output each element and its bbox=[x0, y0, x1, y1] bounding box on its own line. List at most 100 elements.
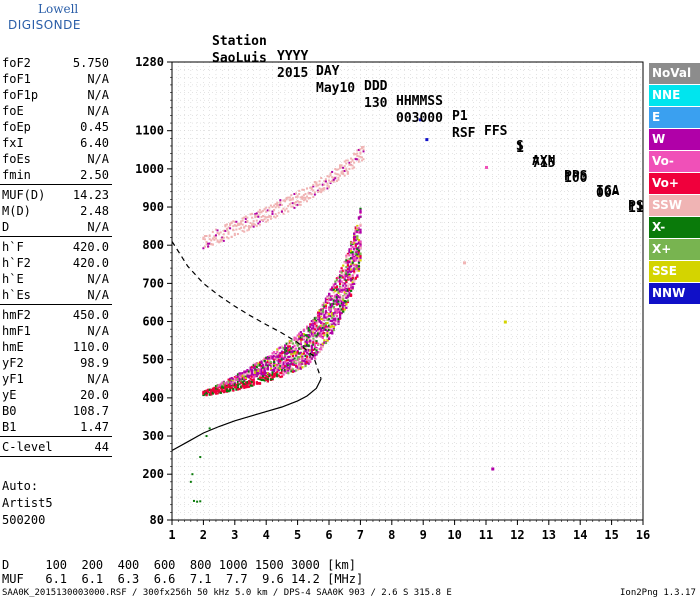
echo-point bbox=[291, 358, 295, 361]
echo-point bbox=[317, 316, 320, 319]
echo-point bbox=[343, 271, 346, 274]
echo-point bbox=[225, 236, 228, 239]
echo-point bbox=[240, 222, 243, 225]
header-value: 00- bbox=[596, 186, 620, 201]
echo-point bbox=[331, 323, 334, 326]
echo-point bbox=[357, 241, 361, 245]
echo-point bbox=[265, 374, 268, 378]
echo-point bbox=[353, 242, 356, 245]
echo-point bbox=[296, 349, 299, 353]
echo-point bbox=[216, 240, 219, 243]
echo-point bbox=[334, 320, 337, 323]
echo-point bbox=[331, 314, 334, 317]
echo-point bbox=[351, 269, 354, 273]
echo-point bbox=[348, 287, 351, 290]
echo-point bbox=[249, 372, 252, 375]
header-label: DDD bbox=[364, 79, 388, 94]
echo-point bbox=[337, 291, 340, 294]
echo-point bbox=[359, 210, 362, 213]
echo-point bbox=[287, 362, 290, 365]
echo-point bbox=[346, 286, 350, 290]
echo-point bbox=[273, 204, 276, 207]
echo-point bbox=[274, 206, 277, 209]
echo-point bbox=[293, 336, 296, 339]
echo-point bbox=[349, 279, 353, 282]
echo-point bbox=[291, 363, 295, 366]
echo-point bbox=[202, 392, 205, 395]
echo-point bbox=[273, 362, 276, 365]
echo-point bbox=[310, 333, 313, 336]
echo-point bbox=[293, 350, 296, 354]
echo-point bbox=[246, 385, 249, 388]
echo-point bbox=[225, 223, 228, 226]
echo-point bbox=[287, 358, 290, 362]
echo-point bbox=[251, 371, 254, 374]
echo-point bbox=[357, 263, 361, 267]
echo-point bbox=[334, 294, 337, 297]
echo-point bbox=[211, 237, 214, 240]
echo-point bbox=[295, 203, 298, 206]
echo-point bbox=[301, 333, 304, 337]
echo-point bbox=[290, 370, 293, 373]
echo-point bbox=[258, 381, 262, 385]
echo-point bbox=[328, 185, 330, 188]
param-row: B1 1.47 bbox=[0, 419, 112, 435]
echo-point bbox=[225, 388, 229, 391]
echo-point bbox=[269, 378, 273, 381]
echo-point bbox=[328, 325, 331, 329]
echo-point bbox=[284, 368, 287, 372]
echo-point bbox=[342, 282, 345, 285]
echo-point bbox=[356, 275, 359, 278]
echo-point bbox=[310, 348, 313, 351]
echo-point bbox=[306, 336, 309, 340]
echo-point bbox=[359, 215, 362, 218]
echo-point bbox=[357, 249, 361, 252]
echo-point bbox=[321, 330, 324, 333]
echo-point bbox=[241, 374, 244, 377]
echo-point bbox=[337, 290, 340, 293]
echo-point bbox=[249, 373, 252, 376]
echo-point bbox=[351, 277, 354, 280]
echo-point bbox=[343, 165, 346, 168]
param-value: 20.0 bbox=[80, 388, 109, 402]
echo-point bbox=[309, 323, 312, 326]
echo-point bbox=[233, 377, 236, 380]
echo-point bbox=[218, 233, 221, 236]
echo-point bbox=[268, 359, 271, 362]
echo-point bbox=[213, 238, 216, 241]
echo-point bbox=[351, 287, 354, 290]
echo-point bbox=[233, 376, 236, 379]
echo-point bbox=[307, 192, 310, 195]
header-label: Station bbox=[212, 34, 267, 49]
echo-point bbox=[320, 311, 323, 314]
echo-point bbox=[312, 337, 315, 340]
echo-point bbox=[313, 357, 317, 360]
echo-point bbox=[230, 235, 233, 238]
echo-point bbox=[313, 193, 316, 196]
echo-point bbox=[285, 352, 288, 355]
echo-point bbox=[287, 344, 290, 348]
echo-point bbox=[249, 370, 252, 373]
echo-point bbox=[293, 369, 296, 373]
echo-point bbox=[321, 318, 324, 321]
echo-point bbox=[232, 389, 235, 392]
echo-point bbox=[320, 308, 323, 312]
legend-item: NoVal bbox=[649, 63, 700, 84]
header-value: May10 bbox=[316, 81, 356, 96]
echo-point bbox=[277, 352, 280, 355]
echo-point bbox=[243, 373, 246, 376]
echo-point bbox=[321, 309, 324, 312]
echo-point bbox=[323, 341, 326, 344]
echo-point bbox=[320, 321, 323, 324]
echo-point bbox=[328, 293, 331, 296]
echo-point bbox=[266, 366, 269, 369]
echo-point bbox=[251, 380, 254, 384]
echo-point bbox=[331, 289, 334, 292]
logo-line2: DIGISONDE bbox=[8, 18, 81, 32]
echo-point bbox=[356, 266, 359, 269]
echo-point bbox=[340, 274, 343, 277]
echo-point bbox=[348, 249, 351, 252]
echo-point bbox=[317, 189, 320, 192]
echo-point bbox=[230, 381, 233, 384]
echo-point bbox=[345, 167, 348, 170]
